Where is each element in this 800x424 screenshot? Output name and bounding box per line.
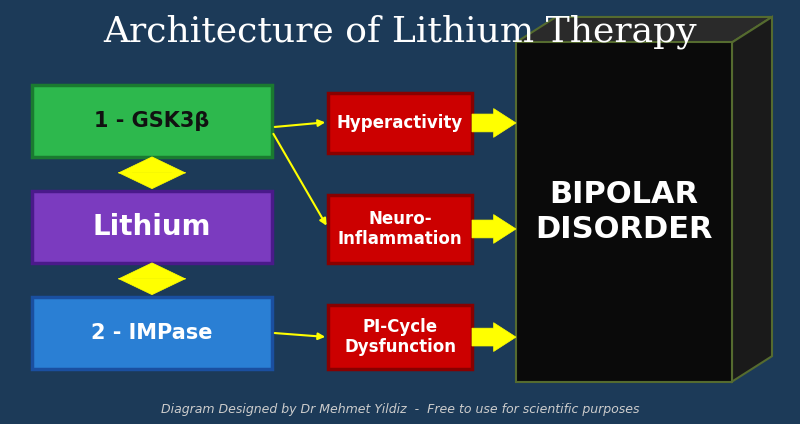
Polygon shape (118, 157, 186, 173)
Polygon shape (472, 109, 516, 137)
Polygon shape (516, 17, 772, 42)
Polygon shape (472, 215, 516, 243)
FancyBboxPatch shape (516, 42, 732, 382)
Text: 2 - IMPase: 2 - IMPase (91, 323, 213, 343)
FancyBboxPatch shape (328, 93, 472, 153)
Polygon shape (472, 323, 516, 351)
FancyBboxPatch shape (32, 297, 272, 369)
Text: Neuro-
Inflammation: Neuro- Inflammation (338, 209, 462, 248)
Text: PI-Cycle
Dysfunction: PI-Cycle Dysfunction (344, 318, 456, 357)
Polygon shape (118, 263, 186, 279)
FancyBboxPatch shape (32, 85, 272, 157)
Text: Diagram Designed by Dr Mehmet Yildiz  -  Free to use for scientific purposes: Diagram Designed by Dr Mehmet Yildiz - F… (161, 403, 639, 416)
Text: BIPOLAR
DISORDER: BIPOLAR DISORDER (535, 179, 713, 245)
Text: Lithium: Lithium (93, 213, 211, 241)
FancyBboxPatch shape (328, 195, 472, 263)
Text: 1 - GSK3β: 1 - GSK3β (94, 111, 210, 131)
Polygon shape (118, 173, 186, 189)
Polygon shape (732, 17, 772, 382)
Text: Architecture of Lithium Therapy: Architecture of Lithium Therapy (103, 15, 697, 49)
Text: Hyperactivity: Hyperactivity (337, 114, 463, 132)
FancyBboxPatch shape (328, 305, 472, 369)
Polygon shape (118, 279, 186, 295)
FancyBboxPatch shape (32, 191, 272, 263)
